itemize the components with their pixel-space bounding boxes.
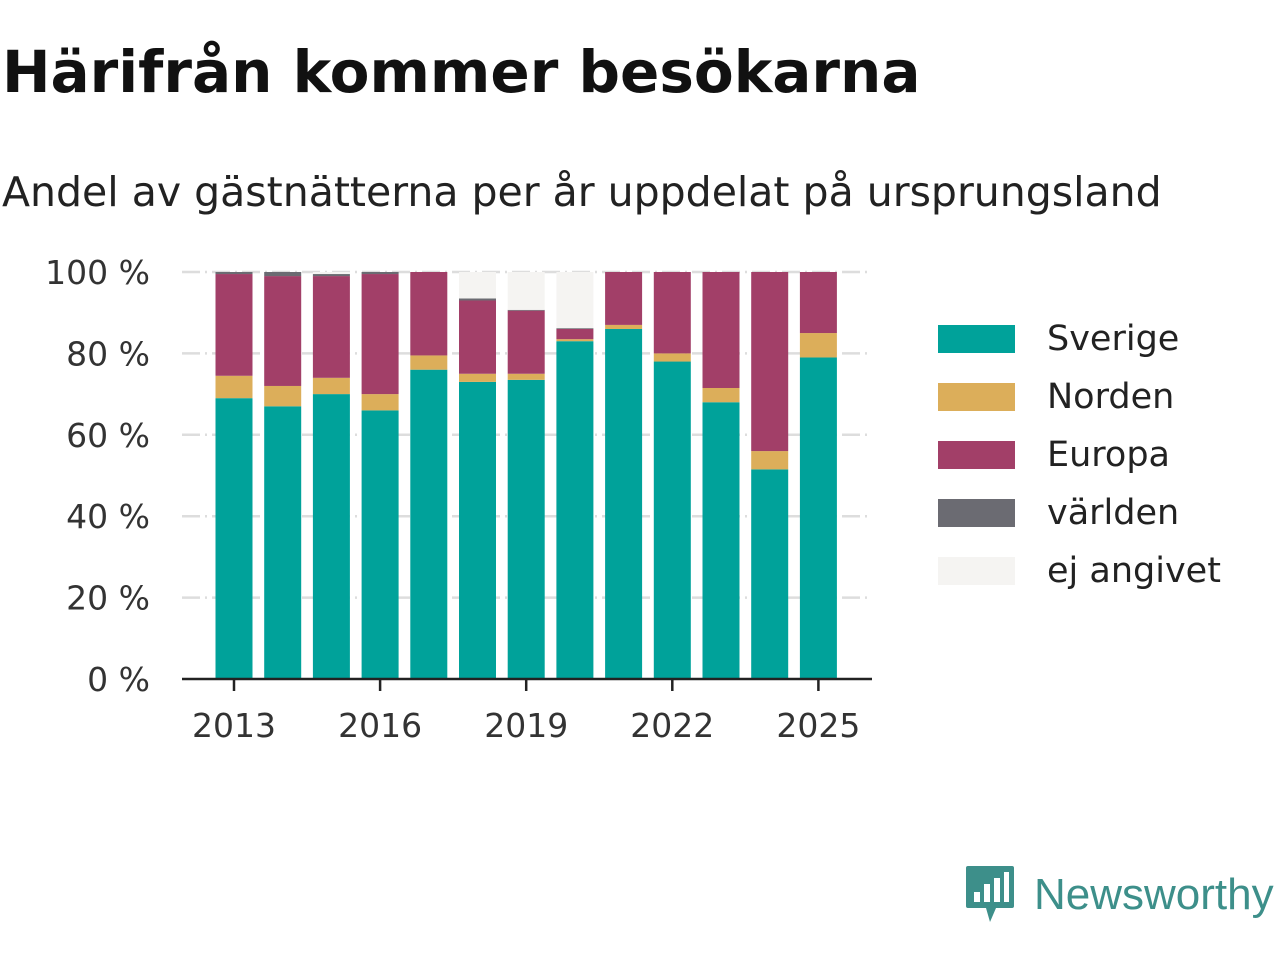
bar-2014-sverige <box>264 406 302 679</box>
legend-swatch <box>938 325 1015 353</box>
bar-2025-sverige <box>799 357 837 679</box>
bar-2013-europa <box>215 274 253 376</box>
bar-2014-europa <box>264 276 302 386</box>
x-tick-label: 2016 <box>338 706 422 745</box>
bars <box>215 272 837 679</box>
bar-2015-sverige <box>312 394 350 679</box>
bar-2017-sverige <box>410 369 448 679</box>
bar-2019-norden <box>507 373 545 380</box>
bar-2022-sverige <box>653 361 691 679</box>
bar-2019-sverige <box>507 379 545 679</box>
legend-label: världen <box>1047 493 1180 533</box>
bar-2020-världen <box>556 328 594 329</box>
bar-2018-världen <box>459 298 496 301</box>
y-tick-label: 0 % <box>87 660 150 699</box>
legend-item: Sverige <box>938 310 1221 368</box>
y-axis-labels: 0 % 20 % 40 % 60 % 80 % 100 % <box>45 253 150 699</box>
bar-2018-europa <box>459 300 496 374</box>
bar-2018-norden <box>459 373 496 382</box>
legend-item: Europa <box>938 426 1221 484</box>
chart-title: Härifrån kommer besökarna <box>2 38 921 106</box>
stacked-bar-chart: 0 % 20 % 40 % 60 % 80 % 100 % 2013 2016 2019 202… <box>45 253 872 745</box>
newsworthy-logo-icon <box>966 866 1014 922</box>
bar-2018-ej-angivet <box>459 272 496 299</box>
bar-2023-sverige <box>702 402 740 679</box>
bar-2014-norden <box>264 385 302 407</box>
legend-swatch <box>938 557 1015 585</box>
legend: Sverige Norden Europa världen ej angivet <box>938 310 1221 600</box>
legend-label: ej angivet <box>1047 551 1221 591</box>
bar-2019-europa <box>507 310 545 374</box>
bar-2020-norden <box>556 339 594 342</box>
x-axis: 2013 2016 2019 2022 2025 <box>182 677 872 745</box>
legend-label: Sverige <box>1047 319 1180 359</box>
y-tick-label: 60 % <box>66 416 150 455</box>
bar-2016-sverige <box>361 410 399 679</box>
legend-item: Norden <box>938 368 1221 426</box>
bar-2019-ej-angivet <box>507 272 545 310</box>
x-tick-label: 2019 <box>484 706 568 745</box>
bar-2015-ej-angivet <box>312 272 350 275</box>
legend-item: världen <box>938 484 1221 542</box>
x-tick-label: 2013 <box>192 706 276 745</box>
bar-2017-europa <box>410 272 448 356</box>
y-tick-label: 100 % <box>45 253 150 292</box>
chart-subtitle: Andel av gästnätterna per år uppdelat på… <box>2 168 1162 216</box>
bar-2022-norden <box>653 353 691 362</box>
bar-2017-norden <box>410 355 448 370</box>
bar-2015-europa <box>312 276 350 378</box>
bar-2021-europa <box>605 272 643 325</box>
bar-2015-norden <box>312 377 350 395</box>
bar-2024-norden <box>751 451 789 470</box>
bar-2021-sverige <box>605 328 643 679</box>
legend-label: Norden <box>1047 377 1175 417</box>
legend-swatch <box>938 383 1015 411</box>
newsworthy-logo: Newsworthy <box>964 864 1274 926</box>
legend-swatch <box>938 441 1015 469</box>
legend-swatch <box>938 499 1015 527</box>
bar-2013-världen <box>215 272 253 275</box>
bar-2015-världen <box>312 274 350 277</box>
bar-2016-världen <box>361 272 399 275</box>
legend-item: ej angivet <box>938 542 1221 600</box>
bar-2023-norden <box>702 387 740 403</box>
bar-2016-norden <box>361 394 399 411</box>
bar-2013-sverige <box>215 398 253 679</box>
bar-2016-europa <box>361 274 399 395</box>
x-tick-label: 2025 <box>776 706 860 745</box>
bar-2019-världen <box>507 309 545 311</box>
bar-2024-sverige <box>751 469 789 679</box>
bar-2020-europa <box>556 328 594 340</box>
x-tick-label: 2022 <box>630 706 714 745</box>
bar-2023-europa <box>702 272 740 388</box>
bar-2018-sverige <box>459 381 496 679</box>
bar-2022-europa <box>653 272 691 354</box>
bar-2013-norden <box>215 375 253 399</box>
bar-2025-europa <box>799 272 837 334</box>
bar-2024-europa <box>751 272 789 452</box>
y-tick-label: 80 % <box>66 334 150 373</box>
legend-label: Europa <box>1047 435 1170 475</box>
bar-2020-ej-angivet <box>556 272 594 329</box>
y-tick-label: 40 % <box>66 497 150 536</box>
bar-2014-världen <box>264 272 302 277</box>
bar-2020-sverige <box>556 341 594 679</box>
y-tick-label: 20 % <box>66 579 150 618</box>
bar-2021-norden <box>605 324 643 329</box>
bar-2025-norden <box>799 333 837 358</box>
brand-name: Newsworthy <box>1034 870 1274 919</box>
